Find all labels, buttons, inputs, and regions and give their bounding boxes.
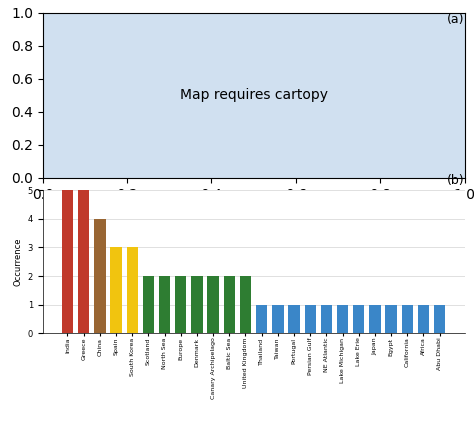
Bar: [418, 305, 429, 333]
Bar: [369, 305, 381, 333]
Bar: [305, 305, 316, 333]
Bar: [224, 276, 235, 333]
Bar: [127, 247, 138, 333]
Text: Map requires cartopy: Map requires cartopy: [180, 88, 328, 102]
Bar: [62, 190, 73, 333]
Bar: [288, 305, 300, 333]
Bar: [401, 305, 413, 333]
Bar: [337, 305, 348, 333]
Bar: [191, 276, 202, 333]
Bar: [78, 190, 89, 333]
Y-axis label: Occurrence: Occurrence: [13, 238, 22, 286]
Bar: [240, 276, 251, 333]
Bar: [385, 305, 397, 333]
Bar: [110, 247, 122, 333]
Bar: [159, 276, 170, 333]
Bar: [272, 305, 283, 333]
Bar: [175, 276, 186, 333]
Text: (b): (b): [447, 174, 465, 187]
Bar: [321, 305, 332, 333]
Text: (a): (a): [447, 13, 465, 26]
Bar: [208, 276, 219, 333]
Bar: [256, 305, 267, 333]
Bar: [143, 276, 154, 333]
Bar: [94, 219, 106, 333]
Bar: [353, 305, 365, 333]
Bar: [434, 305, 446, 333]
